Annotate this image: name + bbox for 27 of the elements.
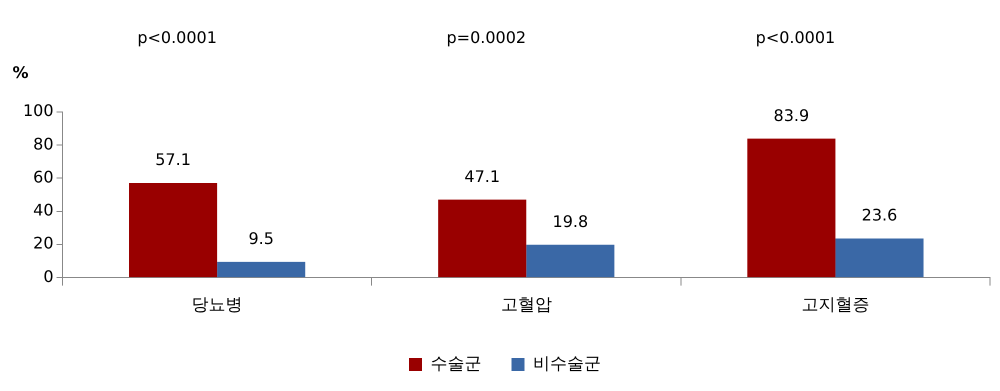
bar (217, 262, 306, 278)
bar (835, 238, 924, 278)
y-tick-label: 0 (43, 266, 54, 286)
x-tick-label: 고지혈증 (801, 295, 870, 316)
bar (526, 244, 614, 278)
legend-label: 수술군 (430, 354, 482, 374)
data-label: 47.1 (464, 166, 500, 186)
y-tick-label: 100 (22, 101, 54, 120)
data-label: 83.9 (774, 106, 810, 125)
y-tick-label: 60 (33, 167, 54, 186)
data-label: 19.8 (552, 212, 588, 231)
y-axis-title: % (12, 63, 29, 82)
text: p=0.0002 (446, 28, 526, 48)
data-label: 23.6 (862, 206, 898, 225)
y-tick-label: 80 (33, 134, 54, 154)
y-tick-label: 20 (33, 234, 54, 253)
legend-label: 비수술군 (533, 354, 601, 374)
bar (129, 183, 218, 278)
x-tick-label: 고혈압 (500, 295, 552, 316)
y-tick-label: 40 (33, 200, 54, 220)
text: p<0.0001 (756, 28, 836, 48)
x-tick-label: 당뇨병 (192, 295, 243, 316)
data-label: 57.1 (155, 150, 191, 170)
text: p<0.0001 (137, 28, 217, 48)
bar (747, 138, 836, 278)
data-label: 9.5 (248, 229, 274, 248)
bar (438, 200, 526, 278)
